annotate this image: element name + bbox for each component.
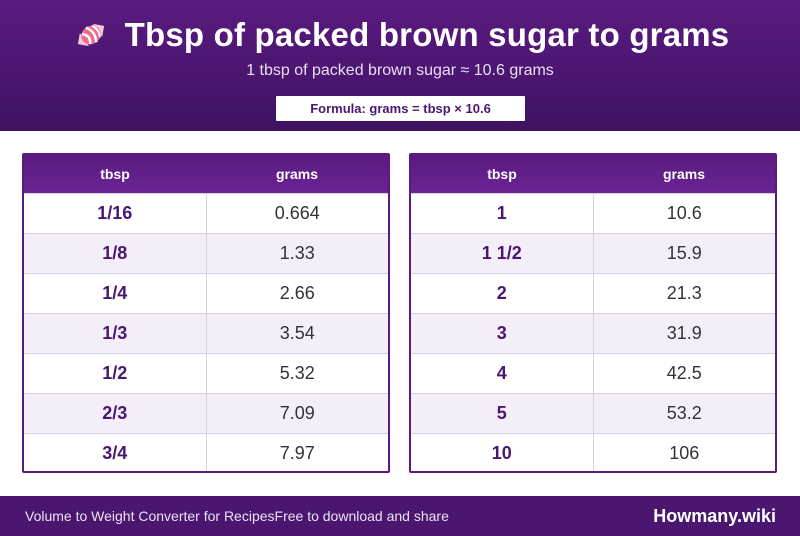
table-row: 2/3 7.09 [24,392,388,433]
grams-cell: 21.3 [593,272,775,313]
grams-cell: 0.664 [206,192,388,233]
title-row: Tbsp of packed brown sugar to grams [0,14,800,56]
footer-brand[interactable]: Howmany.wiki [653,505,776,526]
column-header-grams: grams [662,165,706,182]
table-row: 1/16 0.664 [24,192,388,233]
column-header-tbsp: tbsp [100,165,130,182]
table-row: 1/2 5.32 [24,352,388,393]
tbsp-cell: 1/2 [24,352,207,393]
footer-tagline: Volume to Weight Converter for Recipes Fr… [25,496,449,536]
table-header-row: tbsp grams [411,155,775,193]
grams-cell: 31.9 [593,312,775,353]
table-row: 1/4 2.66 [24,272,388,313]
column-header-grams: grams [275,165,319,182]
table-row: 1 10.6 [411,192,775,233]
grams-cell: 53.2 [593,392,775,433]
tbsp-cell: 1/3 [24,312,207,353]
table-row: 10 106 [411,432,775,471]
header-banner: Tbsp of packed brown sugar to grams 1 tb… [0,0,800,131]
grams-cell: 42.5 [593,352,775,393]
conversion-table-left: tbsp grams 1/16 0.664 1/8 1.33 1/4 2.66 1/3… [22,153,390,473]
grams-cell: 2.66 [206,272,388,313]
tbsp-cell: 1 [411,192,594,233]
table-row: 1 1/2 15.9 [411,232,775,273]
tbsp-cell: 1/16 [24,192,207,233]
table-row: 1/8 1.33 [24,232,388,273]
footer-text-share: Free to download and share [274,508,449,524]
tbsp-cell: 1 1/2 [411,232,594,273]
grams-cell: 7.97 [206,432,388,471]
grams-cell: 1.33 [206,232,388,273]
grams-cell: 106 [593,432,775,471]
grams-cell: 10.6 [593,192,775,233]
grams-cell: 3.54 [206,312,388,353]
conversion-table-right: tbsp grams 1 10.6 1 1/2 15.9 2 21.3 3 31.9 4… [409,153,777,473]
tbsp-cell: 2 [411,272,594,313]
table-row: 5 53.2 [411,392,775,433]
candy-icon [71,15,111,55]
table-row: 4 42.5 [411,352,775,393]
footer-text-converter: Volume to Weight Converter for Recipes [25,508,275,524]
tbsp-cell: 2/3 [24,392,207,433]
table-header-row: tbsp grams [24,155,388,193]
tbsp-cell: 3/4 [24,432,207,471]
formula-badge: Formula: grams = tbsp × 10.6 [276,96,525,121]
grams-cell: 7.09 [206,392,388,433]
footer-bar: Volume to Weight Converter for Recipes Fr… [0,496,800,536]
tbsp-cell: 10 [411,432,594,471]
table-row: 1/3 3.54 [24,312,388,353]
tbsp-cell: 5 [411,392,594,433]
tbsp-cell: 1/4 [24,272,207,313]
grams-cell: 15.9 [593,232,775,273]
grams-cell: 5.32 [206,352,388,393]
table-row: 3/4 7.97 [24,432,388,471]
table-row: 3 31.9 [411,312,775,353]
column-header-tbsp: tbsp [487,165,517,182]
tbsp-cell: 4 [411,352,594,393]
table-row: 2 21.3 [411,272,775,313]
tbsp-cell: 1/8 [24,232,207,273]
page-title: Tbsp of packed brown sugar to grams [124,16,730,53]
subtitle: 1 tbsp of packed brown sugar ≈ 10.6 gram… [246,62,554,79]
tbsp-cell: 3 [411,312,594,353]
